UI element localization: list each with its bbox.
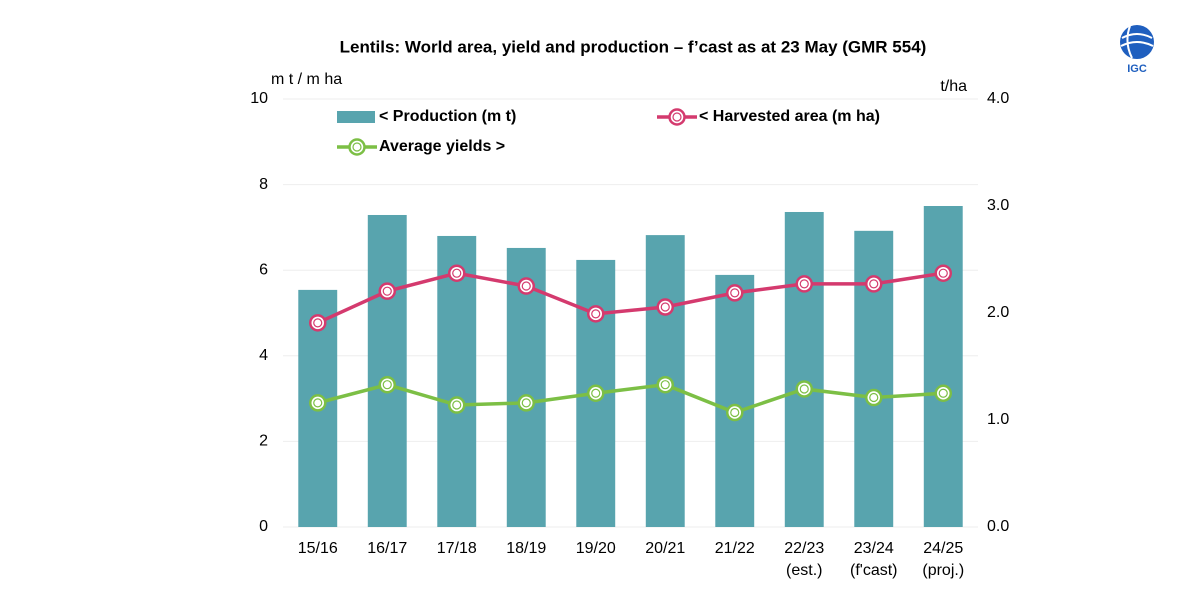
x-tick-label: 23/24 (854, 540, 894, 557)
point-inner (521, 281, 531, 291)
point-inner (938, 268, 948, 278)
bar (923, 206, 963, 527)
point-inner (591, 309, 601, 319)
point (934, 264, 952, 282)
point-inner (382, 286, 392, 296)
point-inner (452, 268, 462, 278)
logo: IGC (1120, 25, 1154, 75)
line (317, 382, 944, 415)
legend-marker (668, 108, 686, 126)
y-axis-label: m t / m ha (271, 71, 342, 88)
logo-text: IGC (1127, 63, 1147, 75)
y2-tick-label: 2.0 (987, 304, 1009, 321)
point-inner (521, 398, 531, 408)
point (587, 305, 605, 323)
point-inner (869, 279, 879, 289)
chart-title: Lentils: World area, yield and productio… (340, 37, 927, 56)
point-inner (660, 302, 670, 312)
x-tick-label: 15/16 (298, 540, 338, 557)
x-tick-label: 19/20 (576, 540, 616, 557)
point (656, 298, 674, 316)
logo-lines (1120, 25, 1154, 59)
legend-swatch (337, 111, 375, 123)
legend-marker-inner (672, 112, 682, 122)
y-tick-label: 8 (259, 176, 268, 193)
point (865, 388, 883, 407)
point-inner (313, 318, 323, 328)
y-tick-label: 2 (259, 433, 268, 450)
x-tick-label: 22/23 (784, 540, 824, 557)
y2-tick-label: 3.0 (987, 197, 1009, 214)
point-inner (452, 400, 462, 410)
y-tick-label: 4 (259, 347, 268, 364)
point (309, 314, 327, 332)
point-inner (799, 384, 809, 394)
x-tick-label: 24/25 (923, 540, 963, 557)
legend-label: < Harvested area (m ha) (699, 108, 880, 125)
point-inner (869, 392, 879, 403)
point (795, 275, 813, 293)
bar (784, 211, 824, 527)
bar (437, 235, 477, 527)
x-tick-label: 20/21 (645, 540, 685, 557)
point-inner (660, 380, 670, 390)
x-tick-label: 21/22 (715, 540, 755, 557)
point-inner (730, 407, 740, 418)
point (865, 275, 883, 293)
bar (715, 274, 755, 527)
x-tick-label: 16/17 (367, 540, 407, 557)
y2-axis-label: t/ha (940, 78, 967, 95)
x-tick-label: (proj.) (922, 562, 964, 579)
legend-label: < Production (m t) (379, 108, 516, 125)
point-inner (730, 288, 740, 298)
x-tick-label: 18/19 (506, 540, 546, 557)
y-tick-label: 6 (259, 261, 268, 278)
point (726, 403, 744, 422)
point-inner (938, 388, 948, 398)
point (378, 282, 396, 300)
legend-marker-inner (352, 142, 362, 152)
y2-tick-label: 1.0 (987, 411, 1009, 428)
bar (367, 214, 407, 527)
line (317, 271, 944, 325)
x-tick-label: 17/18 (437, 540, 477, 557)
point (587, 384, 605, 402)
point (448, 264, 466, 282)
point (309, 394, 327, 412)
y2-tick-label: 4.0 (987, 90, 1009, 107)
legend-label: Average yields > (379, 138, 505, 155)
y-tick-label: 10 (250, 90, 268, 107)
y2-tick-label: 0.0 (987, 518, 1009, 535)
point (795, 380, 813, 398)
point (517, 394, 535, 412)
point (934, 384, 952, 402)
point (726, 284, 744, 302)
x-tick-label: (f'cast) (850, 562, 898, 579)
point (448, 396, 466, 414)
point-inner (799, 279, 809, 289)
point (378, 375, 396, 394)
x-tick-label: (est.) (786, 562, 822, 579)
legend-marker (348, 138, 366, 156)
point-inner (313, 398, 323, 408)
point-inner (382, 380, 392, 390)
point-inner (591, 388, 601, 398)
y-tick-label: 0 (259, 518, 268, 535)
point (517, 277, 535, 295)
point (656, 375, 674, 394)
